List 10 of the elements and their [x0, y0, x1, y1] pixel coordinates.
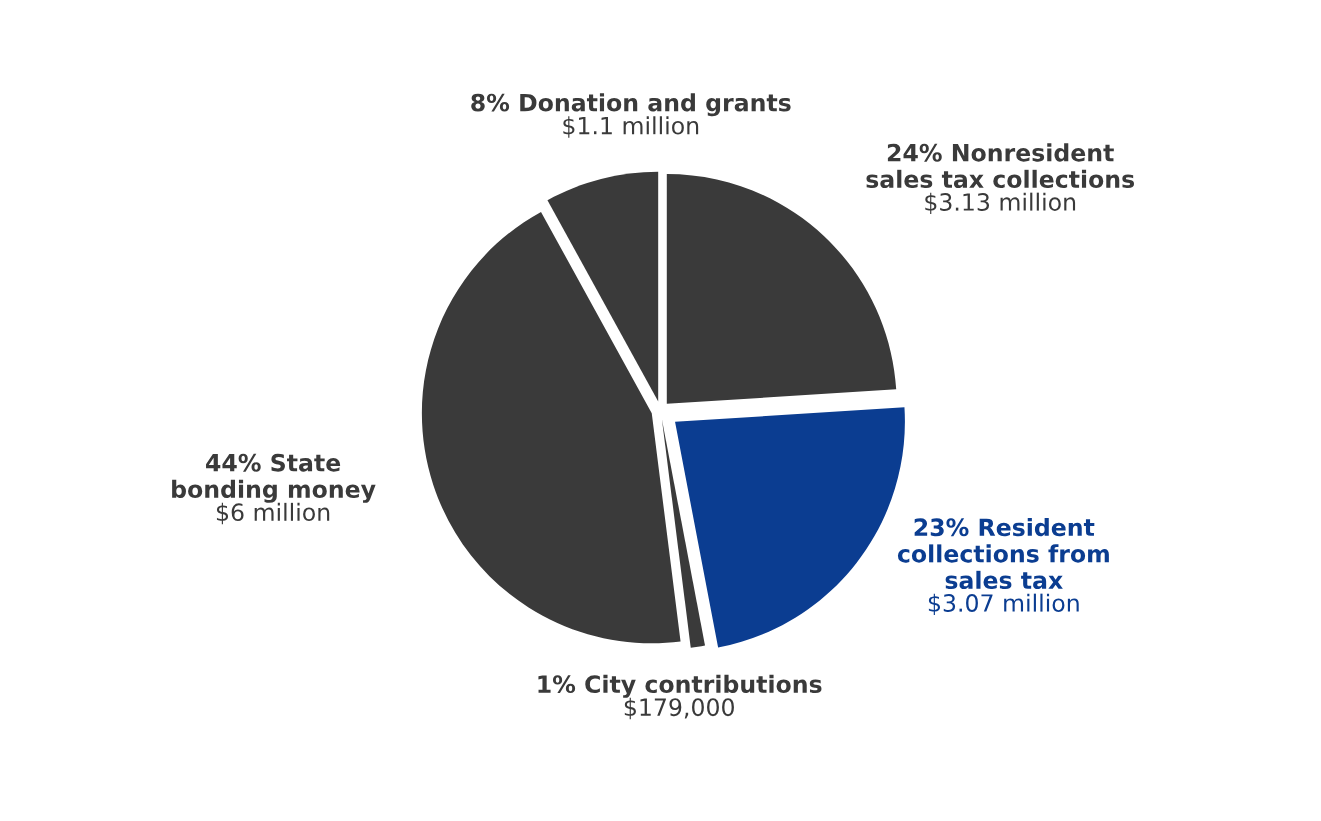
- text: $1.1 million: [563, 116, 699, 138]
- slice-label: 24% Nonresident sales tax collections: [866, 143, 1135, 189]
- slice-label: 8% Donation and grants: [471, 93, 791, 117]
- text: $3.07 million: [928, 593, 1079, 616]
- text: $6 million: [216, 502, 330, 525]
- text: $3.13 million: [925, 192, 1076, 215]
- text: $179,000: [624, 697, 734, 720]
- slice-label: 44% State bonding money: [172, 453, 376, 503]
- slice-label: 23% Resident collections from sales tax: [897, 517, 1109, 590]
- slice-label: 1% City contributions: [538, 674, 822, 698]
